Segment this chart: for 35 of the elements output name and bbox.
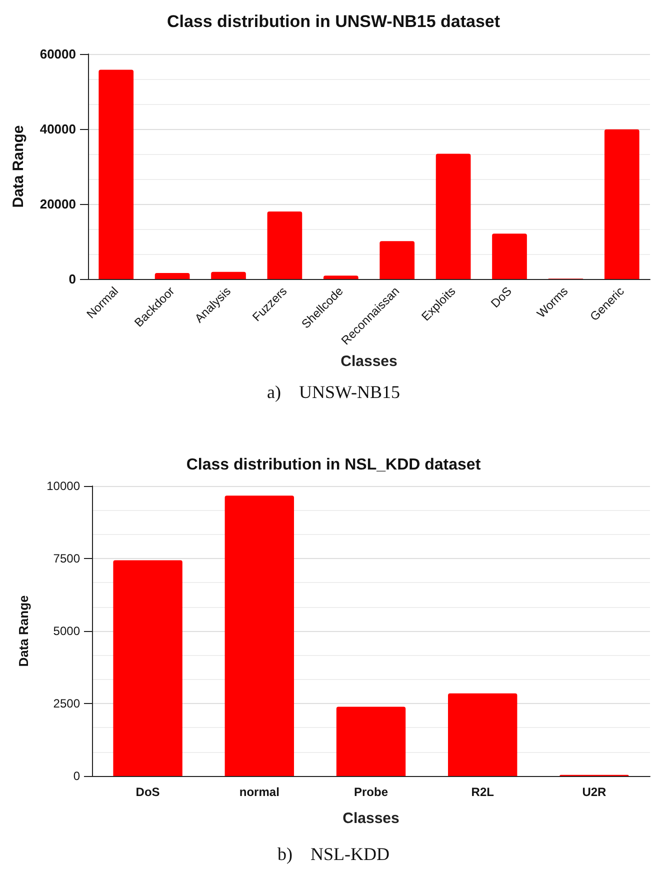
y-tick-label: 40000 xyxy=(40,122,76,136)
bar xyxy=(267,212,302,279)
bar xyxy=(211,272,246,279)
text: b) NSL-KDD xyxy=(278,844,390,864)
y-tick-label: 60000 xyxy=(40,46,76,62)
x-tick-label: DoS xyxy=(136,785,160,799)
chart-title: Class distribution in UNSW-NB15 dataset xyxy=(166,12,500,31)
x-tick-label: U2R xyxy=(582,785,607,799)
x-tick-label: R2L xyxy=(471,785,494,799)
y-tick-label: 0 xyxy=(68,272,76,286)
bar xyxy=(380,241,415,279)
y-tick-label: 10000 xyxy=(46,479,80,493)
bar xyxy=(224,496,294,776)
bar xyxy=(448,693,518,776)
text: a) UNSW-NB15 xyxy=(267,382,400,402)
x-tick-label: Probe xyxy=(354,785,388,799)
y-tick-label: 7500 xyxy=(53,552,80,566)
y-tick-label: 20000 xyxy=(40,196,76,212)
bar xyxy=(323,276,358,279)
y-axis-title: Data Range xyxy=(10,125,27,208)
bar xyxy=(98,70,134,279)
bar xyxy=(154,273,190,279)
x-tick-label: normal xyxy=(239,785,280,799)
bar xyxy=(336,706,406,776)
bar xyxy=(604,129,640,279)
y-tick-label: 5000 xyxy=(53,624,80,638)
chart-title: Class distribution in NSL_KDD dataset xyxy=(186,456,482,474)
y-tick-label: 2500 xyxy=(53,696,80,710)
bar xyxy=(113,560,182,776)
y-axis-title: Data Range xyxy=(16,595,31,667)
bar xyxy=(492,234,527,279)
y-tick-label: 0 xyxy=(73,769,80,783)
bar xyxy=(436,154,471,279)
x-axis-title: Classes xyxy=(342,810,400,827)
x-axis-title: Classes xyxy=(340,353,398,370)
